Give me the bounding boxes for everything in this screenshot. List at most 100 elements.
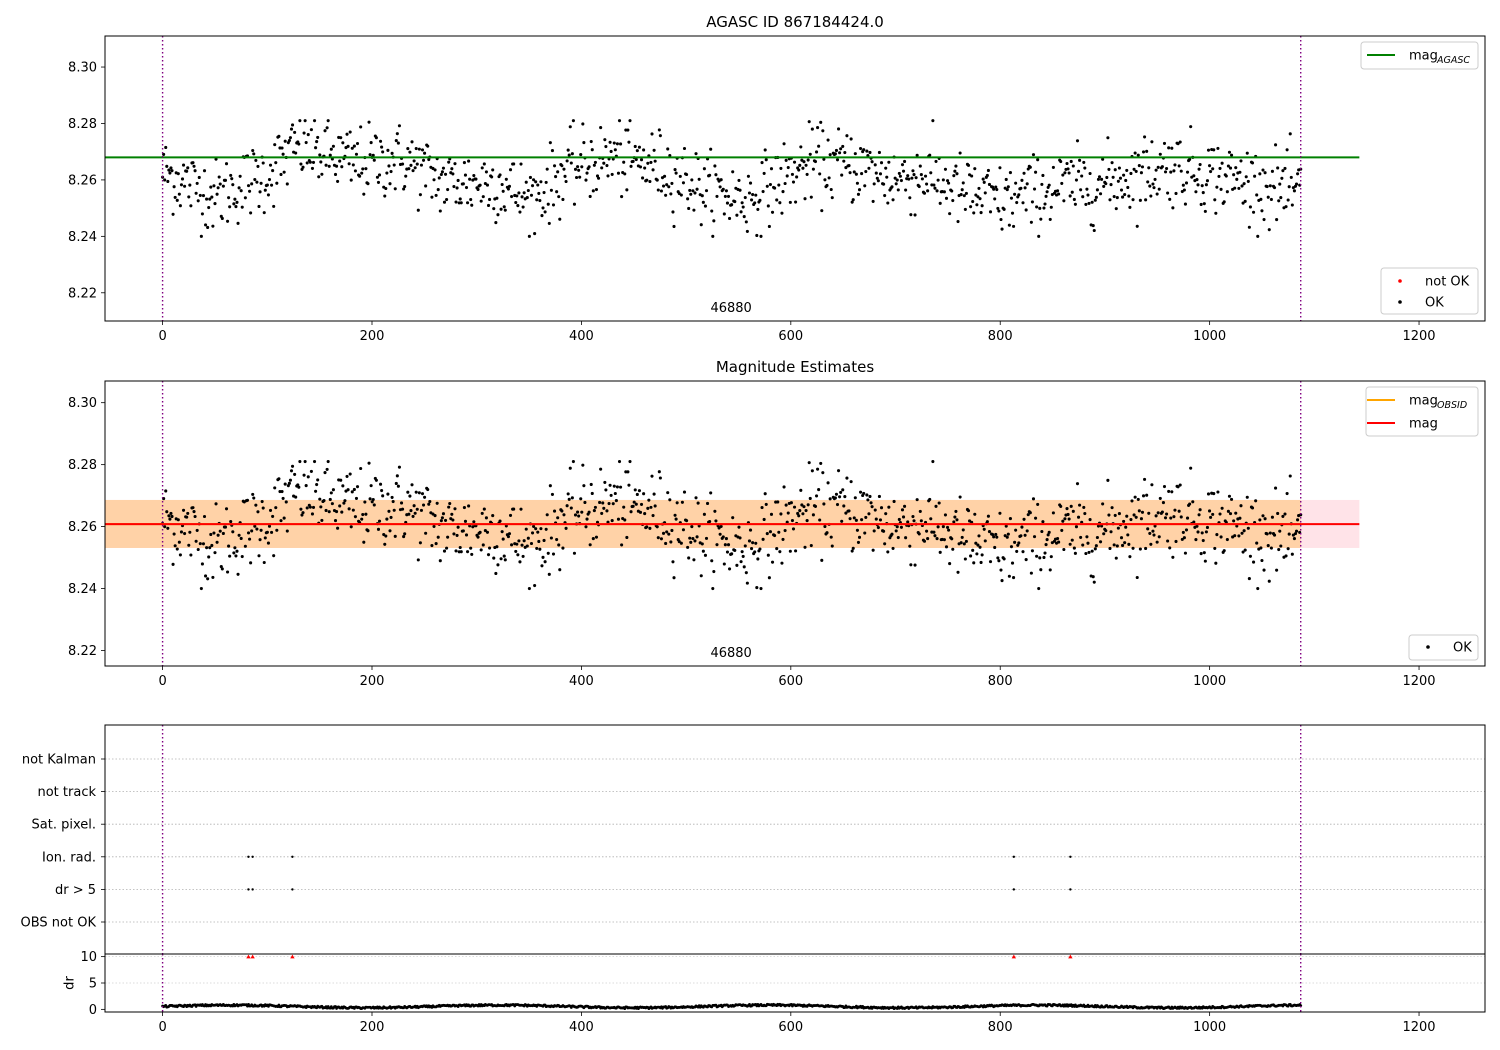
data-point <box>635 492 639 497</box>
data-point <box>315 140 319 144</box>
data-point <box>958 151 962 155</box>
data-point <box>384 186 388 191</box>
data-point <box>589 139 593 144</box>
data-point <box>1256 587 1260 591</box>
data-point <box>1140 510 1145 514</box>
data-point <box>172 185 176 189</box>
data-point <box>996 556 1000 560</box>
data-point <box>668 498 672 502</box>
data-point <box>1274 486 1278 490</box>
data-point <box>1287 532 1291 536</box>
data-point <box>1250 161 1255 165</box>
data-point <box>1007 223 1011 227</box>
data-point <box>808 496 812 501</box>
data-point <box>1283 512 1287 516</box>
data-point <box>688 536 692 540</box>
data-point <box>1009 196 1014 200</box>
data-point <box>551 203 556 207</box>
data-point <box>702 512 706 516</box>
data-point <box>1225 190 1229 194</box>
data-point <box>1158 496 1162 500</box>
data-point <box>452 532 456 536</box>
data-point <box>393 534 397 538</box>
data-point <box>1266 544 1270 548</box>
data-point <box>642 492 646 496</box>
data-point <box>410 140 414 144</box>
data-point <box>1178 140 1182 144</box>
data-point <box>211 224 215 228</box>
data-point <box>999 217 1003 222</box>
data-point <box>246 531 251 535</box>
data-point <box>890 185 894 189</box>
data-point <box>674 517 678 521</box>
data-point <box>502 554 506 558</box>
data-point <box>1167 489 1171 493</box>
x-tick-label: 600 <box>778 329 803 344</box>
data-point <box>1202 202 1206 206</box>
data-point <box>849 480 853 484</box>
data-point <box>1294 529 1299 533</box>
data-point <box>408 150 412 154</box>
data-point <box>854 518 858 522</box>
data-point <box>1219 187 1223 191</box>
data-point <box>1262 217 1266 222</box>
data-point <box>1070 538 1074 542</box>
data-point <box>1048 568 1052 572</box>
data-point <box>650 132 654 136</box>
data-point <box>782 485 786 489</box>
data-point <box>324 508 328 513</box>
data-point <box>1233 186 1237 190</box>
data-point <box>343 499 347 503</box>
data-point <box>1117 166 1121 170</box>
data-point <box>335 510 339 514</box>
data-point <box>401 162 405 166</box>
data-point <box>301 511 305 515</box>
data-point <box>669 540 673 544</box>
data-point <box>447 160 451 164</box>
data-point <box>1044 543 1048 547</box>
data-point <box>611 502 615 506</box>
data-point <box>548 141 552 145</box>
x-tick-label: 800 <box>988 329 1013 344</box>
data-point <box>256 510 260 514</box>
data-point <box>601 501 605 505</box>
data-point <box>200 562 204 566</box>
data-point <box>301 165 305 169</box>
data-point <box>820 209 824 213</box>
data-point <box>273 143 277 147</box>
data-point <box>229 520 233 524</box>
data-point <box>1176 485 1180 489</box>
data-point <box>414 490 418 494</box>
data-point <box>1214 561 1218 565</box>
data-point <box>566 148 570 152</box>
data-point <box>1137 509 1141 513</box>
data-point <box>1076 169 1081 173</box>
data-point <box>961 528 965 532</box>
data-point <box>829 187 833 192</box>
data-point <box>899 179 903 183</box>
data-point <box>1145 493 1149 497</box>
data-point <box>183 532 187 536</box>
data-point <box>619 485 623 489</box>
data-point <box>911 169 915 173</box>
data-point <box>954 164 958 168</box>
data-point <box>1078 158 1082 162</box>
data-point <box>932 183 936 187</box>
data-point <box>764 158 768 162</box>
data-point <box>372 158 376 162</box>
data-point <box>1150 483 1154 487</box>
data-point <box>884 512 888 516</box>
data-point <box>708 519 712 524</box>
data-point <box>175 547 179 551</box>
data-point <box>1181 183 1185 187</box>
data-point <box>289 469 294 473</box>
data-point <box>904 536 908 540</box>
data-point <box>1184 528 1189 532</box>
data-point <box>232 202 236 206</box>
data-point <box>837 127 841 131</box>
data-point <box>167 514 171 518</box>
data-point <box>704 536 709 540</box>
data-point <box>870 160 874 164</box>
data-point <box>309 469 313 473</box>
data-point <box>1294 182 1299 186</box>
